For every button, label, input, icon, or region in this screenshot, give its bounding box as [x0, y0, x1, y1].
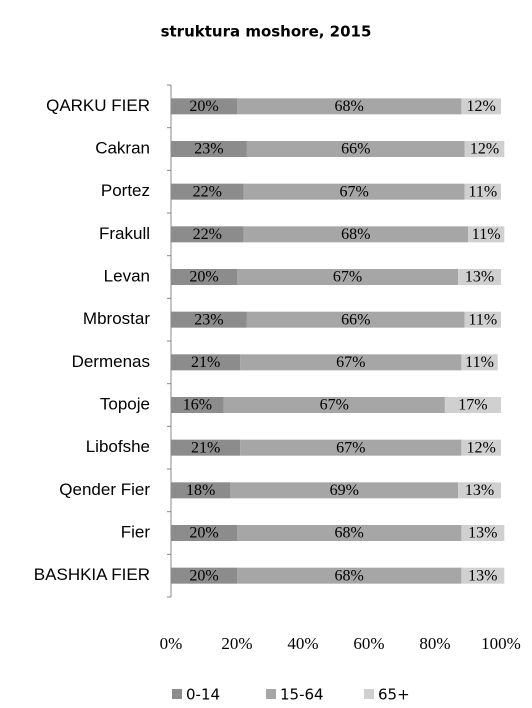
data-label: 67%: [320, 397, 349, 414]
data-label: 68%: [335, 525, 364, 542]
legend-swatch: [172, 689, 182, 699]
category-label: BASHKIA FIER: [34, 565, 150, 584]
category-label: Topoje: [100, 394, 150, 413]
bar-segment: [246, 311, 465, 328]
data-label: 68%: [341, 226, 370, 243]
legend-label: 65+: [378, 686, 410, 704]
bar-segment: [461, 439, 501, 456]
x-tick-label: 60%: [353, 634, 384, 653]
bar-segment: [246, 141, 465, 157]
data-label: 21%: [191, 354, 220, 371]
data-label: 23%: [194, 141, 223, 158]
x-tick-label: 40%: [287, 634, 318, 653]
data-label: 11%: [472, 226, 501, 243]
data-label: 23%: [194, 311, 223, 328]
x-tick-label: 80%: [419, 634, 450, 653]
bar-segment: [171, 439, 241, 456]
legend-swatch: [266, 689, 276, 699]
data-label: 20%: [189, 567, 218, 584]
category-label: Portez: [101, 181, 150, 200]
category-label: Cakran: [95, 138, 150, 157]
bar-segment: [171, 141, 247, 157]
bar-segment: [171, 567, 237, 584]
bar-segment: [223, 397, 445, 413]
data-label: 20%: [189, 269, 218, 286]
category-label: Mbrostar: [83, 309, 150, 328]
data-label: 66%: [341, 141, 370, 158]
bar-segment: [468, 226, 505, 243]
bar-segment: [171, 482, 231, 499]
bar-segment: [171, 183, 244, 200]
bar-segment: [237, 567, 462, 584]
bar-segment: [237, 525, 462, 541]
category-label: Frakull: [99, 224, 150, 243]
bar-segment: [444, 397, 501, 413]
data-label: 13%: [465, 482, 494, 499]
bar-segment: [171, 269, 237, 285]
data-label: 21%: [191, 439, 220, 456]
data-label: 69%: [330, 482, 359, 499]
data-label: 12%: [467, 98, 496, 115]
data-label: 67%: [339, 183, 368, 200]
data-label: 66%: [341, 311, 370, 328]
legend-label: 0-14: [186, 686, 220, 704]
category-label: QARKU FIER: [46, 96, 150, 115]
data-label: 20%: [189, 525, 218, 542]
data-label: 22%: [193, 226, 222, 243]
data-label: 18%: [186, 482, 215, 499]
bar-segment: [237, 98, 462, 115]
category-label: Levan: [104, 266, 150, 285]
bar-segment: [171, 311, 247, 328]
bar-segment: [240, 439, 462, 456]
category-label: Fier: [121, 522, 151, 541]
category-label: Dermenas: [72, 352, 150, 371]
category-label: Libofshe: [86, 437, 150, 456]
data-label: 67%: [336, 354, 365, 371]
data-label: 16%: [183, 397, 212, 414]
legend-label: 15-64: [280, 686, 324, 704]
data-label: 68%: [335, 567, 364, 584]
data-label: 11%: [465, 354, 494, 371]
bar-segment: [464, 311, 501, 328]
bar-segment: [171, 354, 241, 371]
legend-swatch: [364, 689, 374, 699]
bar-segment: [461, 525, 505, 541]
data-label: 17%: [458, 397, 487, 414]
bar-segment: [243, 183, 465, 200]
x-tick-label: 0%: [160, 634, 183, 653]
bar-segment: [458, 269, 501, 285]
data-label: 12%: [467, 439, 496, 456]
bar-segment: [171, 98, 237, 115]
data-label: 12%: [470, 141, 499, 158]
chart-title: struktura moshore, 2015: [161, 23, 372, 41]
data-label: 11%: [468, 183, 497, 200]
bar-segment: [461, 567, 505, 584]
data-label: 67%: [333, 269, 362, 286]
data-label: 68%: [335, 98, 364, 115]
bar-segment: [230, 482, 459, 499]
data-label: 13%: [465, 269, 494, 286]
bar-segment: [171, 525, 237, 541]
x-tick-label: 20%: [221, 634, 252, 653]
bar-segment: [461, 354, 498, 371]
bar-segment: [237, 269, 459, 285]
bar-segment: [464, 183, 501, 200]
data-label: 13%: [468, 567, 497, 584]
x-tick-label: 100%: [481, 634, 521, 653]
bar-segment: [461, 98, 501, 115]
data-label: 20%: [189, 98, 218, 115]
bar-segment: [243, 226, 468, 243]
data-label: 13%: [468, 525, 497, 542]
bar-segment: [171, 226, 244, 243]
bar-segment: [171, 397, 224, 413]
data-label: 67%: [336, 439, 365, 456]
category-label: Qender Fier: [59, 480, 150, 499]
bar-segment: [458, 482, 501, 499]
bar-segment: [464, 141, 505, 157]
data-label: 22%: [193, 183, 222, 200]
data-label: 11%: [468, 311, 497, 328]
bar-segment: [240, 354, 462, 371]
